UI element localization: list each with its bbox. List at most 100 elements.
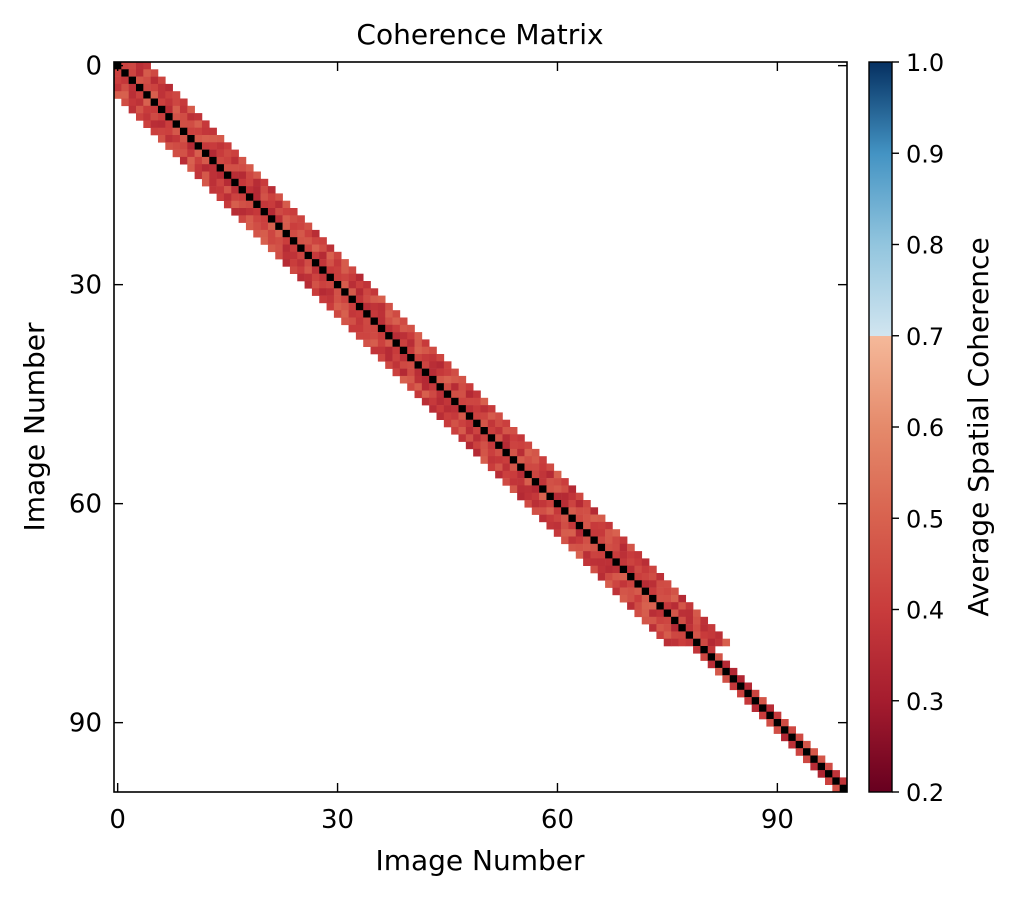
heatmap-cell	[473, 412, 481, 420]
heatmap-cell	[377, 346, 386, 355]
heatmap-cell	[759, 704, 767, 712]
heatmap-cell	[495, 441, 503, 450]
heatmap-cell	[421, 383, 430, 391]
heatmap-cell	[803, 755, 811, 764]
heatmap-cell	[473, 405, 481, 413]
colorbar-tick-label: 0.8	[906, 232, 944, 260]
heatmap-cell	[458, 390, 467, 399]
heatmap-cell	[187, 113, 195, 121]
heatmap-cell	[605, 529, 613, 537]
heatmap-cell	[509, 456, 518, 464]
heatmap-cell	[561, 492, 569, 501]
heatmap-cell	[150, 76, 159, 85]
heatmap-cell	[553, 492, 562, 501]
heatmap-cell	[319, 251, 327, 260]
heatmap-cell	[561, 529, 569, 537]
heatmap-cell	[289, 266, 298, 274]
heatmap-cell	[348, 324, 357, 333]
heatmap-cell	[685, 624, 694, 632]
heatmap-cell	[649, 573, 657, 581]
heatmap-cell	[627, 573, 635, 581]
heatmap-cell	[179, 113, 188, 121]
heatmap-cell	[223, 149, 232, 158]
heatmap-cell	[355, 324, 364, 333]
heatmap-cell	[693, 638, 701, 647]
heatmap-cell	[561, 514, 569, 523]
heatmap-cell	[619, 573, 628, 581]
heatmap-cell	[172, 98, 181, 107]
heatmap-cell	[583, 536, 591, 545]
heatmap-cell	[238, 186, 247, 194]
heatmap-cell	[810, 762, 818, 771]
heatmap-cell	[275, 215, 283, 223]
heatmap-cell	[355, 317, 364, 326]
heatmap-cell	[267, 222, 276, 231]
heatmap-cell	[473, 434, 481, 442]
heatmap-cell	[333, 295, 342, 304]
heatmap-cell	[788, 726, 796, 734]
heatmap-cell	[245, 222, 254, 231]
heatmap-cell	[663, 609, 672, 618]
heatmap-cell	[436, 354, 445, 362]
heatmap-cell	[487, 434, 496, 442]
heatmap-cell	[715, 667, 723, 676]
heatmap-cell	[231, 193, 239, 201]
heatmap-cell	[517, 448, 525, 457]
heatmap-cell	[392, 317, 401, 326]
heatmap-cell	[172, 142, 181, 150]
heatmap-cell	[267, 186, 276, 194]
heatmap-cell	[663, 631, 672, 639]
heatmap-cell	[531, 507, 540, 515]
plot-area-frame	[113, 61, 848, 793]
heatmap-cell	[260, 178, 269, 187]
heatmap-cell	[671, 631, 679, 639]
heatmap-cell	[407, 332, 415, 340]
heatmap-cell	[436, 397, 445, 406]
heatmap-cell	[399, 368, 408, 377]
heatmap-cell	[583, 500, 591, 508]
heatmap-cell	[304, 259, 313, 267]
heatmap-cell	[627, 551, 635, 559]
heatmap-cell	[817, 770, 826, 778]
heatmap-cell	[495, 456, 503, 464]
heatmap-cell	[495, 412, 503, 420]
heatmap-cell	[223, 178, 232, 187]
heatmap-cell	[458, 397, 467, 406]
heatmap-cell	[502, 427, 511, 435]
heatmap-cell	[509, 463, 518, 472]
heatmap-cell	[187, 142, 195, 150]
heatmap-cell	[502, 478, 511, 486]
heatmap-cell	[121, 69, 129, 77]
heatmap-cell	[377, 324, 386, 333]
heatmap-cell	[766, 719, 774, 727]
heatmap-cell	[385, 346, 393, 355]
heatmap-cell	[216, 164, 225, 172]
heatmap-cell	[341, 295, 349, 304]
heatmap-cell	[744, 697, 753, 705]
heatmap-cell	[179, 142, 188, 150]
heatmap-cell	[531, 492, 540, 501]
heatmap-cell	[179, 120, 188, 128]
heatmap-cell	[524, 441, 533, 450]
heatmap-cell	[363, 317, 371, 326]
heatmap-cell	[509, 470, 518, 479]
heatmap-cell	[150, 69, 159, 77]
heatmap-cell	[561, 507, 569, 515]
heatmap-cell	[209, 186, 217, 194]
heatmap-cell	[297, 266, 305, 274]
heatmap-cell	[539, 456, 547, 464]
heatmap-cell	[407, 354, 415, 362]
heatmap-cell	[304, 251, 313, 260]
heatmap-cell	[465, 434, 474, 442]
heatmap-cell	[150, 113, 159, 121]
heatmap-cell	[700, 624, 709, 632]
heatmap-cell	[539, 500, 547, 508]
heatmap-cell	[209, 171, 217, 180]
heatmap-cell	[465, 405, 474, 413]
heatmap-cell	[326, 259, 335, 267]
heatmap-cell	[495, 427, 503, 435]
heatmap-cell	[531, 478, 540, 486]
heatmap-cell	[561, 536, 569, 545]
heatmap-cell	[597, 543, 606, 552]
heatmap-cell	[304, 244, 313, 253]
